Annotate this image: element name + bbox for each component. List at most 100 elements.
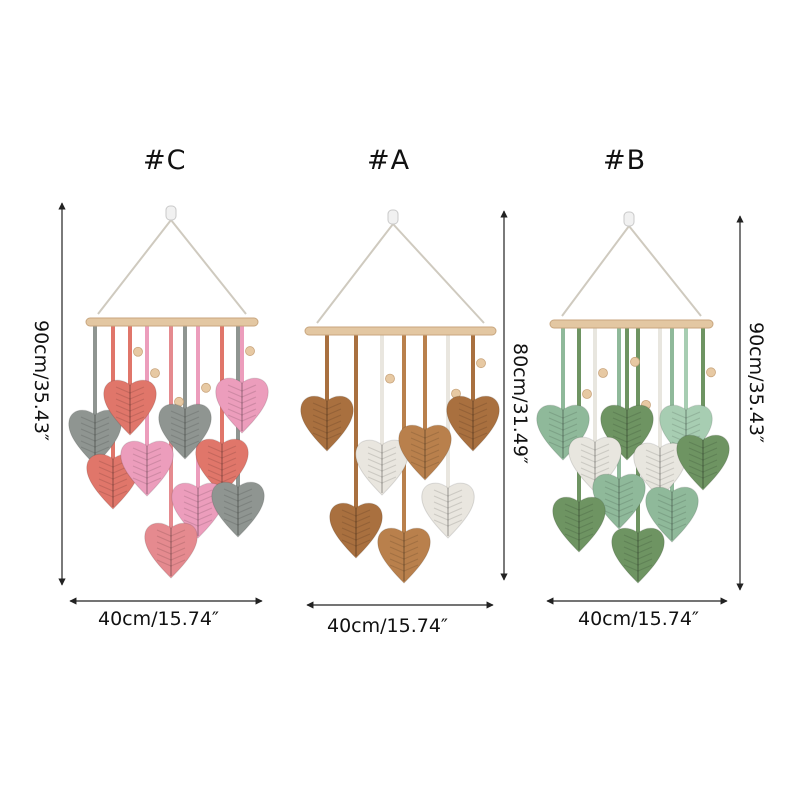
leaf-fringe (612, 417, 642, 425)
leaf-fringe (341, 539, 371, 547)
macrame-leaf (329, 502, 383, 559)
leaf-fringe (132, 459, 162, 467)
leaf-fringe (564, 503, 594, 511)
leaf-fringe (115, 392, 145, 400)
leaf-fringe (645, 479, 675, 487)
leaf-fringe (80, 446, 110, 454)
leaf-fringe (580, 449, 610, 457)
leaf-body (446, 395, 500, 452)
leaf-fringe (410, 449, 440, 457)
hanging-string (316, 222, 485, 324)
leaf-fringe (132, 453, 162, 461)
wooden-bead (630, 356, 640, 367)
leaf-fringe (657, 505, 687, 513)
macrame-leaf (645, 486, 699, 543)
leaf-fringe (657, 517, 687, 525)
leaf-fringe (564, 521, 594, 529)
leaf-fringe (207, 445, 237, 453)
macrame-leaf (103, 379, 157, 436)
leaf-fringe (156, 553, 186, 561)
macrame-leaf (215, 377, 269, 434)
leaf-fringe (623, 546, 653, 554)
leaf-fringe (170, 428, 200, 436)
leaf-fringe (604, 510, 634, 518)
leaf-body (592, 473, 646, 530)
leaf-fringe (312, 414, 342, 422)
leaf-fringe (80, 440, 110, 448)
leaf-fringe (433, 501, 463, 509)
leaf-fringe (623, 564, 653, 572)
leaf-fringe (156, 547, 186, 555)
product-b-width-label: 40cm/15.74″ (578, 608, 700, 630)
leaf-fringe (98, 484, 128, 492)
leaf-fringe (367, 452, 397, 460)
leaf-fringe (389, 552, 419, 560)
wooden-bead (582, 389, 592, 399)
macrame-leaf (446, 395, 500, 452)
leaf-fringe (623, 540, 653, 548)
macrame-leaf (355, 439, 409, 496)
wooden-bead (385, 373, 395, 384)
leaf-fringe (80, 416, 110, 424)
leaf-fringe (115, 386, 145, 394)
leaf-body (68, 409, 122, 466)
leaf-fringe (183, 495, 213, 503)
macrame-leaf (377, 527, 431, 584)
leaf-fringe (80, 422, 110, 430)
leaf-fringe (183, 489, 213, 497)
leaf-fringe (564, 515, 594, 523)
leaf-body (158, 403, 212, 460)
leaf-fringe (623, 558, 653, 566)
leaf-fringe (604, 504, 634, 512)
leaf-body (103, 379, 157, 436)
leaf-fringe (548, 411, 578, 419)
macrame-leaf (592, 473, 646, 530)
macrame-leaf (68, 409, 122, 466)
product-c-title: #C (143, 145, 187, 176)
leaf-fringe (183, 501, 213, 509)
leaf-fringe (389, 564, 419, 572)
macrame-leaf (611, 527, 665, 584)
leaf-fringe (170, 440, 200, 448)
leaf-fringe (580, 467, 610, 475)
leaf-fringe (612, 429, 642, 437)
leaf-fringe (564, 533, 594, 541)
leaf-body (659, 404, 713, 461)
leaf-body (215, 377, 269, 434)
leaf-fringe (688, 459, 718, 467)
leaf-fringe (433, 519, 463, 527)
macrame-leaf (300, 395, 354, 452)
leaf-body (300, 395, 354, 452)
macrame-leaf (568, 436, 622, 493)
leaf-body (645, 486, 699, 543)
leaf-fringe (389, 534, 419, 542)
wooden-bead (201, 382, 211, 393)
macrame-leaf (158, 403, 212, 460)
leaf-body (329, 502, 383, 559)
leaf-fringe (389, 540, 419, 548)
macrame-leaf (600, 404, 654, 461)
product-b-title: #B (603, 145, 647, 176)
wall-hook (165, 205, 177, 221)
leaf-fringe (115, 404, 145, 412)
leaf-fringe (433, 513, 463, 521)
leaf-fringe (207, 469, 237, 477)
leaf-fringe (688, 471, 718, 479)
leaf-fringe (612, 423, 642, 431)
wall-hook (387, 209, 399, 225)
leaf-fringe (312, 420, 342, 428)
leaf-fringe (115, 410, 145, 418)
leaf-body (398, 424, 452, 481)
leaf-fringe (612, 435, 642, 443)
leaf-fringe (227, 414, 257, 422)
leaf-fringe (433, 489, 463, 497)
wooden-bead (476, 358, 486, 369)
leaf-fringe (223, 512, 253, 520)
leaf-fringe (433, 495, 463, 503)
leaf-fringe (207, 451, 237, 459)
leaf-fringe (688, 441, 718, 449)
leaf-fringe (227, 396, 257, 404)
product-a-title: #A (367, 145, 411, 176)
leaf-fringe (98, 490, 128, 498)
leaf-fringe (341, 533, 371, 541)
